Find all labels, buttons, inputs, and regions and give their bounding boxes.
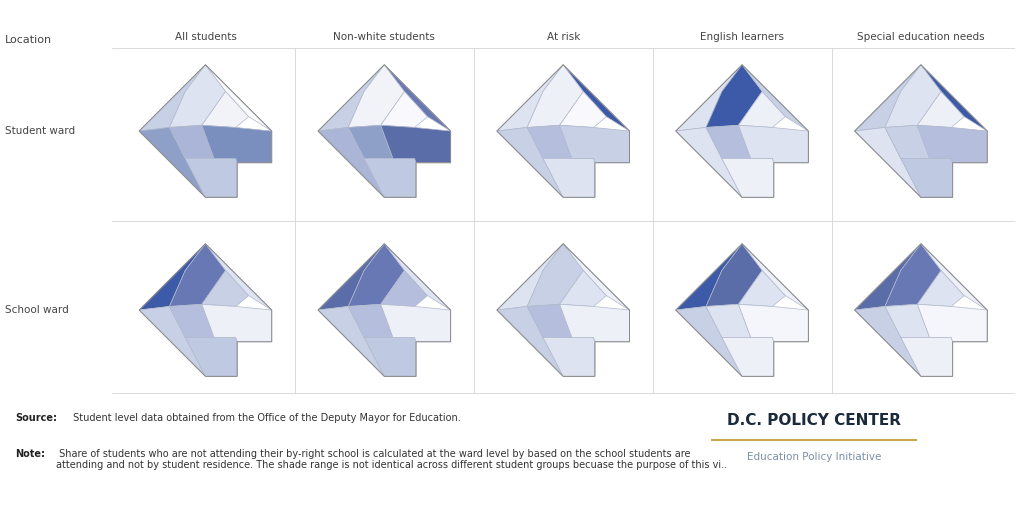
Polygon shape [497, 306, 563, 376]
Polygon shape [885, 304, 930, 338]
Polygon shape [384, 244, 451, 310]
Polygon shape [318, 244, 384, 310]
Polygon shape [169, 244, 225, 306]
Polygon shape [855, 65, 921, 131]
Polygon shape [381, 304, 451, 342]
Polygon shape [676, 306, 742, 376]
Polygon shape [384, 65, 451, 131]
Polygon shape [901, 158, 952, 197]
Text: Non-white students: Non-white students [334, 32, 435, 42]
Polygon shape [722, 338, 774, 376]
Polygon shape [206, 244, 271, 310]
Polygon shape [918, 270, 965, 306]
Text: Special education needs: Special education needs [857, 32, 985, 42]
Polygon shape [169, 304, 214, 338]
Polygon shape [206, 65, 271, 131]
Polygon shape [559, 125, 630, 163]
Polygon shape [497, 65, 563, 131]
Text: Note:: Note: [15, 449, 45, 459]
Polygon shape [169, 125, 214, 158]
Polygon shape [742, 244, 808, 310]
Text: Student ward: Student ward [5, 126, 75, 136]
Polygon shape [676, 244, 742, 310]
Polygon shape [202, 304, 271, 342]
Polygon shape [139, 244, 206, 310]
Polygon shape [559, 304, 630, 342]
Text: Location: Location [5, 35, 52, 46]
Polygon shape [365, 338, 416, 376]
Polygon shape [348, 65, 404, 127]
Polygon shape [185, 338, 238, 376]
Polygon shape [318, 306, 384, 376]
Polygon shape [318, 65, 384, 131]
Polygon shape [918, 91, 965, 127]
Text: School ward: School ward [5, 305, 69, 315]
Polygon shape [918, 304, 987, 342]
Polygon shape [348, 304, 393, 338]
Polygon shape [139, 306, 206, 376]
Polygon shape [497, 244, 563, 310]
Text: All students: All students [174, 32, 237, 42]
Polygon shape [559, 91, 606, 127]
Text: D.C. POLICY CENTER: D.C. POLICY CENTER [727, 413, 901, 428]
Polygon shape [139, 127, 206, 197]
Polygon shape [185, 158, 238, 197]
Polygon shape [855, 244, 921, 310]
Polygon shape [348, 125, 393, 158]
Polygon shape [738, 125, 808, 163]
Polygon shape [855, 127, 921, 197]
Text: English learners: English learners [700, 32, 784, 42]
Polygon shape [202, 125, 271, 163]
Polygon shape [563, 65, 630, 131]
Polygon shape [381, 91, 428, 127]
Polygon shape [885, 244, 941, 306]
Polygon shape [169, 65, 225, 127]
Polygon shape [918, 125, 987, 163]
Polygon shape [901, 338, 952, 376]
Polygon shape [559, 270, 606, 306]
Polygon shape [885, 125, 930, 158]
Polygon shape [527, 125, 571, 158]
Polygon shape [921, 65, 987, 131]
Text: Education Policy Initiative: Education Policy Initiative [746, 452, 882, 462]
Polygon shape [497, 127, 563, 197]
Polygon shape [921, 244, 987, 310]
Text: Student level data obtained from the Office of the Deputy Mayor for Education.: Student level data obtained from the Off… [70, 413, 461, 423]
Polygon shape [706, 65, 762, 127]
Polygon shape [527, 244, 584, 306]
Polygon shape [885, 65, 941, 127]
Polygon shape [543, 338, 595, 376]
Polygon shape [202, 91, 249, 127]
Polygon shape [706, 125, 751, 158]
Polygon shape [742, 65, 808, 131]
Polygon shape [706, 244, 762, 306]
Polygon shape [139, 65, 206, 131]
Polygon shape [738, 270, 785, 306]
Polygon shape [855, 306, 921, 376]
Polygon shape [527, 304, 571, 338]
Polygon shape [563, 244, 630, 310]
Polygon shape [365, 158, 416, 197]
Polygon shape [738, 91, 785, 127]
Polygon shape [706, 304, 751, 338]
Polygon shape [381, 125, 451, 163]
Polygon shape [381, 270, 428, 306]
Polygon shape [543, 158, 595, 197]
Polygon shape [676, 65, 742, 131]
Text: Share of students who are not attending their by-right school is calculated at t: Share of students who are not attending … [56, 449, 727, 470]
Text: Source:: Source: [15, 413, 57, 423]
Text: At risk: At risk [547, 32, 580, 42]
Polygon shape [348, 244, 404, 306]
Polygon shape [527, 65, 584, 127]
Polygon shape [202, 270, 249, 306]
Polygon shape [738, 304, 808, 342]
Polygon shape [318, 127, 384, 197]
Polygon shape [722, 158, 774, 197]
Polygon shape [676, 127, 742, 197]
